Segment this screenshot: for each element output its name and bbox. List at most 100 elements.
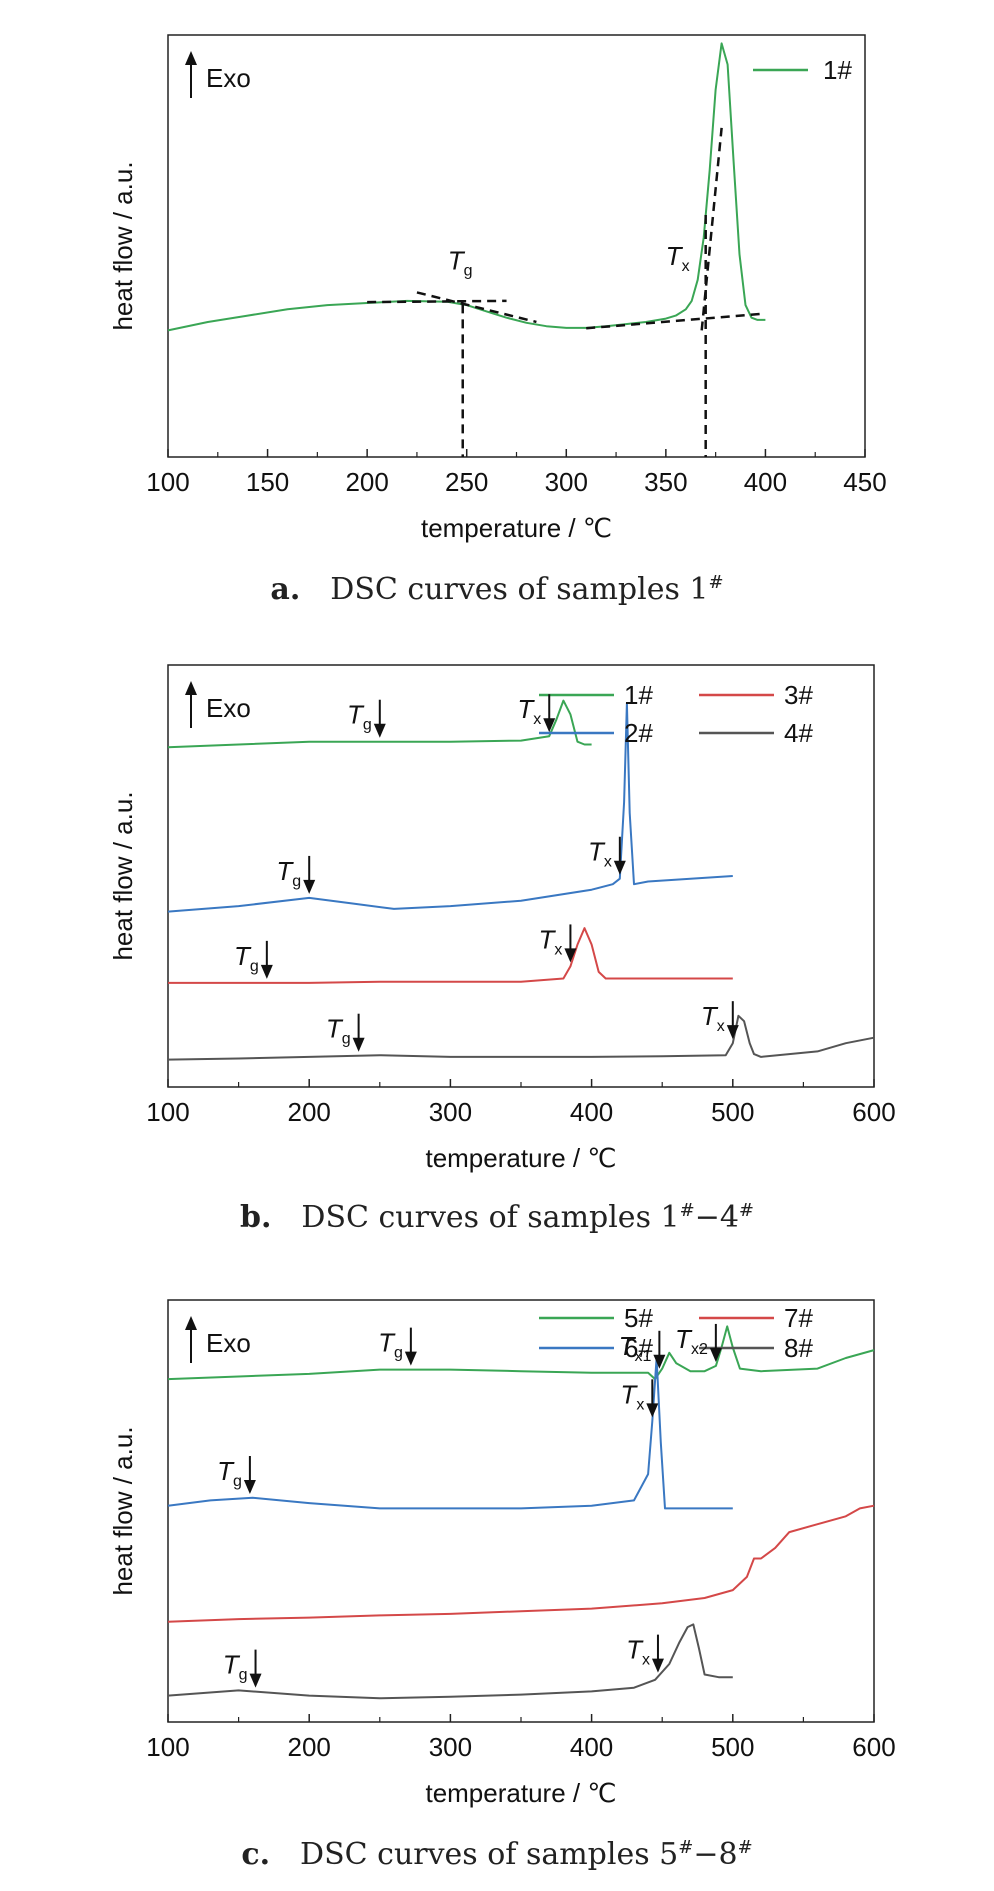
annot-arrow-head-b-2 [303, 879, 316, 894]
x-tick-label-a-2: 200 [345, 467, 388, 497]
exo-label-a: Exo [206, 63, 251, 93]
annot-arrow-head-b-0 [373, 723, 386, 738]
annot-label-c-4: Tx [620, 1379, 644, 1413]
annot-label-c-5: Tg [223, 1650, 248, 1684]
series-line-b-3 [168, 927, 733, 984]
legend-label-b-2: 3# [784, 680, 813, 710]
x-tick-label-b-4: 500 [711, 1097, 754, 1127]
caption-c: c. DSC curves of samples 5#−8# [0, 1837, 994, 1872]
tangent-x2 [700, 127, 723, 331]
plot-frame-a [167, 34, 866, 458]
annot-sub-b-5: x [554, 941, 562, 958]
annot-label-b-5: Tx [539, 924, 563, 958]
x-tick-label-a-5: 350 [644, 467, 687, 497]
annot-sub-c-1: x1 [634, 1348, 651, 1365]
plot-frame-b [167, 664, 875, 1088]
legend-label-c-0: 5# [624, 1303, 653, 1333]
annot-label-a-1: Tx [666, 241, 690, 275]
x-tick-label-b-3: 400 [570, 1097, 613, 1127]
exo-arrow-head-b [185, 681, 197, 695]
caption-c-text: DSC curves of samples 5 [300, 1837, 679, 1872]
annot-label-b-7: Tx [701, 1001, 725, 1035]
annot-sub-b-1: x [533, 711, 541, 728]
annot-arrow-head-c-4 [646, 1403, 659, 1418]
series-line-c-7 [167, 1504, 875, 1623]
legend-label-c-2: 7# [784, 1303, 813, 1333]
annot-label-c-0: Tg [378, 1328, 403, 1362]
annot-arrow-head-b-5 [564, 948, 577, 963]
x-tick-label-a-1: 150 [246, 467, 289, 497]
series-line-c-6 [167, 1357, 733, 1510]
caption-a-sup: # [708, 572, 724, 593]
y-axis-title-a: heat flow / a.u. [108, 161, 138, 330]
annot-sub-c-5: g [239, 1667, 248, 1684]
x-tick-label-c-5: 600 [852, 1732, 895, 1762]
annot-sub-a-1: x [682, 258, 690, 275]
annot-sub-c-4: x [636, 1396, 644, 1413]
legend-label-b-3: 4# [784, 718, 813, 748]
caption-a-label: a. [270, 572, 301, 607]
annot-arrow-head-c-0 [404, 1351, 417, 1366]
legend-label-b-0: 1# [624, 680, 653, 710]
y-axis-title-b: heat flow / a.u. [108, 791, 138, 960]
caption-a-text: DSC curves of samples 1 [330, 572, 709, 607]
tangent-g2 [416, 291, 537, 324]
x-tick-label-a-7: 450 [843, 467, 886, 497]
annot-arrow-head-c-6 [651, 1658, 664, 1673]
annot-label-c-3: Tg [217, 1456, 242, 1490]
tangent-g1 [367, 299, 507, 304]
caption-c-sup2: # [737, 1837, 753, 1858]
x-tick-label-a-0: 100 [146, 467, 189, 497]
legend-label-c-1: 6# [624, 1333, 653, 1363]
series-line-a-1 [167, 42, 766, 332]
annot-sub-c-6: x [642, 1652, 650, 1669]
annot-arrow-head-c-2 [709, 1347, 722, 1362]
annot-arrow-head-b-6 [352, 1037, 365, 1052]
annot-arrow-head-b-7 [726, 1025, 739, 1040]
annot-label-b-0: Tg [347, 700, 372, 734]
annot-label-a-0: Tg [448, 245, 473, 279]
x-tick-label-b-1: 200 [288, 1097, 331, 1127]
series-line-b-1 [167, 699, 592, 749]
annot-sub-c-2: x2 [691, 1341, 708, 1358]
caption-b: b. DSC curves of samples 1#−4# [0, 1200, 994, 1235]
chart-panel-c: 100 200 300 400 500 600 temperature / ℃ heat fl… [0, 1265, 994, 1891]
x-axis-title-c: temperature / ℃ [425, 1778, 616, 1808]
annot-arrow-head-b-3 [613, 860, 626, 875]
exo-arrow-head-c [185, 1316, 197, 1330]
chart-panel-b: 100 200 300 400 500 600 temperature / ℃ heat fl… [0, 630, 994, 1260]
legend-label-c-3: 8# [784, 1333, 813, 1363]
x-tick-label-c-0: 100 [146, 1732, 189, 1762]
caption-b-sup2: # [738, 1200, 755, 1221]
annot-label-b-3: Tx [588, 837, 612, 871]
annot-sub-b-0: g [363, 717, 372, 734]
caption-c-sup: # [678, 1837, 694, 1858]
caption-b-text: DSC curves of samples 1 [301, 1200, 680, 1235]
series-line-c-8 [167, 1623, 733, 1700]
x-tick-label-a-6: 400 [744, 467, 787, 497]
annot-arrow-head-c-5 [249, 1673, 262, 1688]
annot-label-b-2: Tg [276, 856, 301, 890]
annot-sub-b-7: x [717, 1018, 725, 1035]
annot-arrow-head-b-4 [260, 964, 273, 979]
chart-b-svg: 100 200 300 400 500 600 temperature / ℃ heat fl… [108, 664, 896, 1173]
caption-c-label: c. [241, 1837, 271, 1872]
x-tick-label-b-0: 100 [146, 1097, 189, 1127]
series-line-b-2 [167, 702, 733, 913]
x-axis-title-a: temperature / ℃ [421, 513, 612, 543]
y-axis-title-c: heat flow / a.u. [108, 1426, 138, 1595]
x-tick-label-a-4: 300 [545, 467, 588, 497]
caption-b-sup: # [679, 1200, 695, 1221]
x-tick-label-a-3: 250 [445, 467, 488, 497]
annot-sub-b-6: g [342, 1031, 351, 1048]
caption-b-mid: −4 [694, 1200, 739, 1235]
x-tick-label-c-2: 300 [429, 1732, 472, 1762]
annot-arrow-head-c-1 [653, 1354, 666, 1369]
annot-arrow-head-c-3 [243, 1479, 256, 1494]
x-tick-label-b-2: 300 [429, 1097, 472, 1127]
caption-b-label: b. [239, 1200, 272, 1235]
series-line-b-4 [167, 1014, 875, 1061]
x-tick-label-b-5: 600 [852, 1097, 895, 1127]
legend-label-a-0: 1# [823, 55, 852, 85]
chart-panel-a: 100 150 200 250 300 350 400 450 temperature / ℃ h… [0, 0, 994, 620]
